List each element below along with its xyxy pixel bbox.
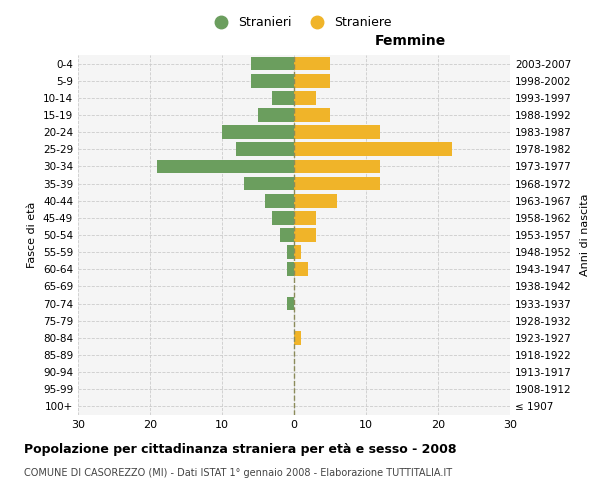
Bar bbox=[157, 160, 294, 173]
Bar bbox=[294, 74, 330, 88]
Bar bbox=[244, 176, 294, 190]
Bar bbox=[287, 262, 294, 276]
Bar bbox=[287, 246, 294, 259]
Bar bbox=[294, 126, 380, 139]
Bar bbox=[280, 228, 294, 242]
Bar bbox=[258, 108, 294, 122]
Bar bbox=[294, 160, 380, 173]
Text: COMUNE DI CASOREZZO (MI) - Dati ISTAT 1° gennaio 2008 - Elaborazione TUTTITALIA.: COMUNE DI CASOREZZO (MI) - Dati ISTAT 1°… bbox=[24, 468, 452, 477]
Bar bbox=[294, 262, 308, 276]
Text: Popolazione per cittadinanza straniera per età e sesso - 2008: Popolazione per cittadinanza straniera p… bbox=[24, 442, 457, 456]
Bar bbox=[287, 296, 294, 310]
Text: Femmine: Femmine bbox=[375, 34, 446, 48]
Bar bbox=[265, 194, 294, 207]
Y-axis label: Fasce di età: Fasce di età bbox=[28, 202, 37, 268]
Bar bbox=[294, 211, 316, 224]
Bar bbox=[294, 246, 301, 259]
Bar bbox=[251, 74, 294, 88]
Bar bbox=[251, 56, 294, 70]
Legend: Stranieri, Straniere: Stranieri, Straniere bbox=[203, 11, 397, 34]
Bar bbox=[272, 211, 294, 224]
Bar bbox=[294, 142, 452, 156]
Bar bbox=[222, 126, 294, 139]
Bar bbox=[294, 108, 330, 122]
Bar bbox=[294, 331, 301, 344]
Y-axis label: Anni di nascita: Anni di nascita bbox=[580, 194, 590, 276]
Bar bbox=[294, 91, 316, 104]
Bar bbox=[294, 194, 337, 207]
Bar bbox=[272, 91, 294, 104]
Bar bbox=[294, 228, 316, 242]
Bar bbox=[294, 176, 380, 190]
Bar bbox=[236, 142, 294, 156]
Bar bbox=[294, 56, 330, 70]
